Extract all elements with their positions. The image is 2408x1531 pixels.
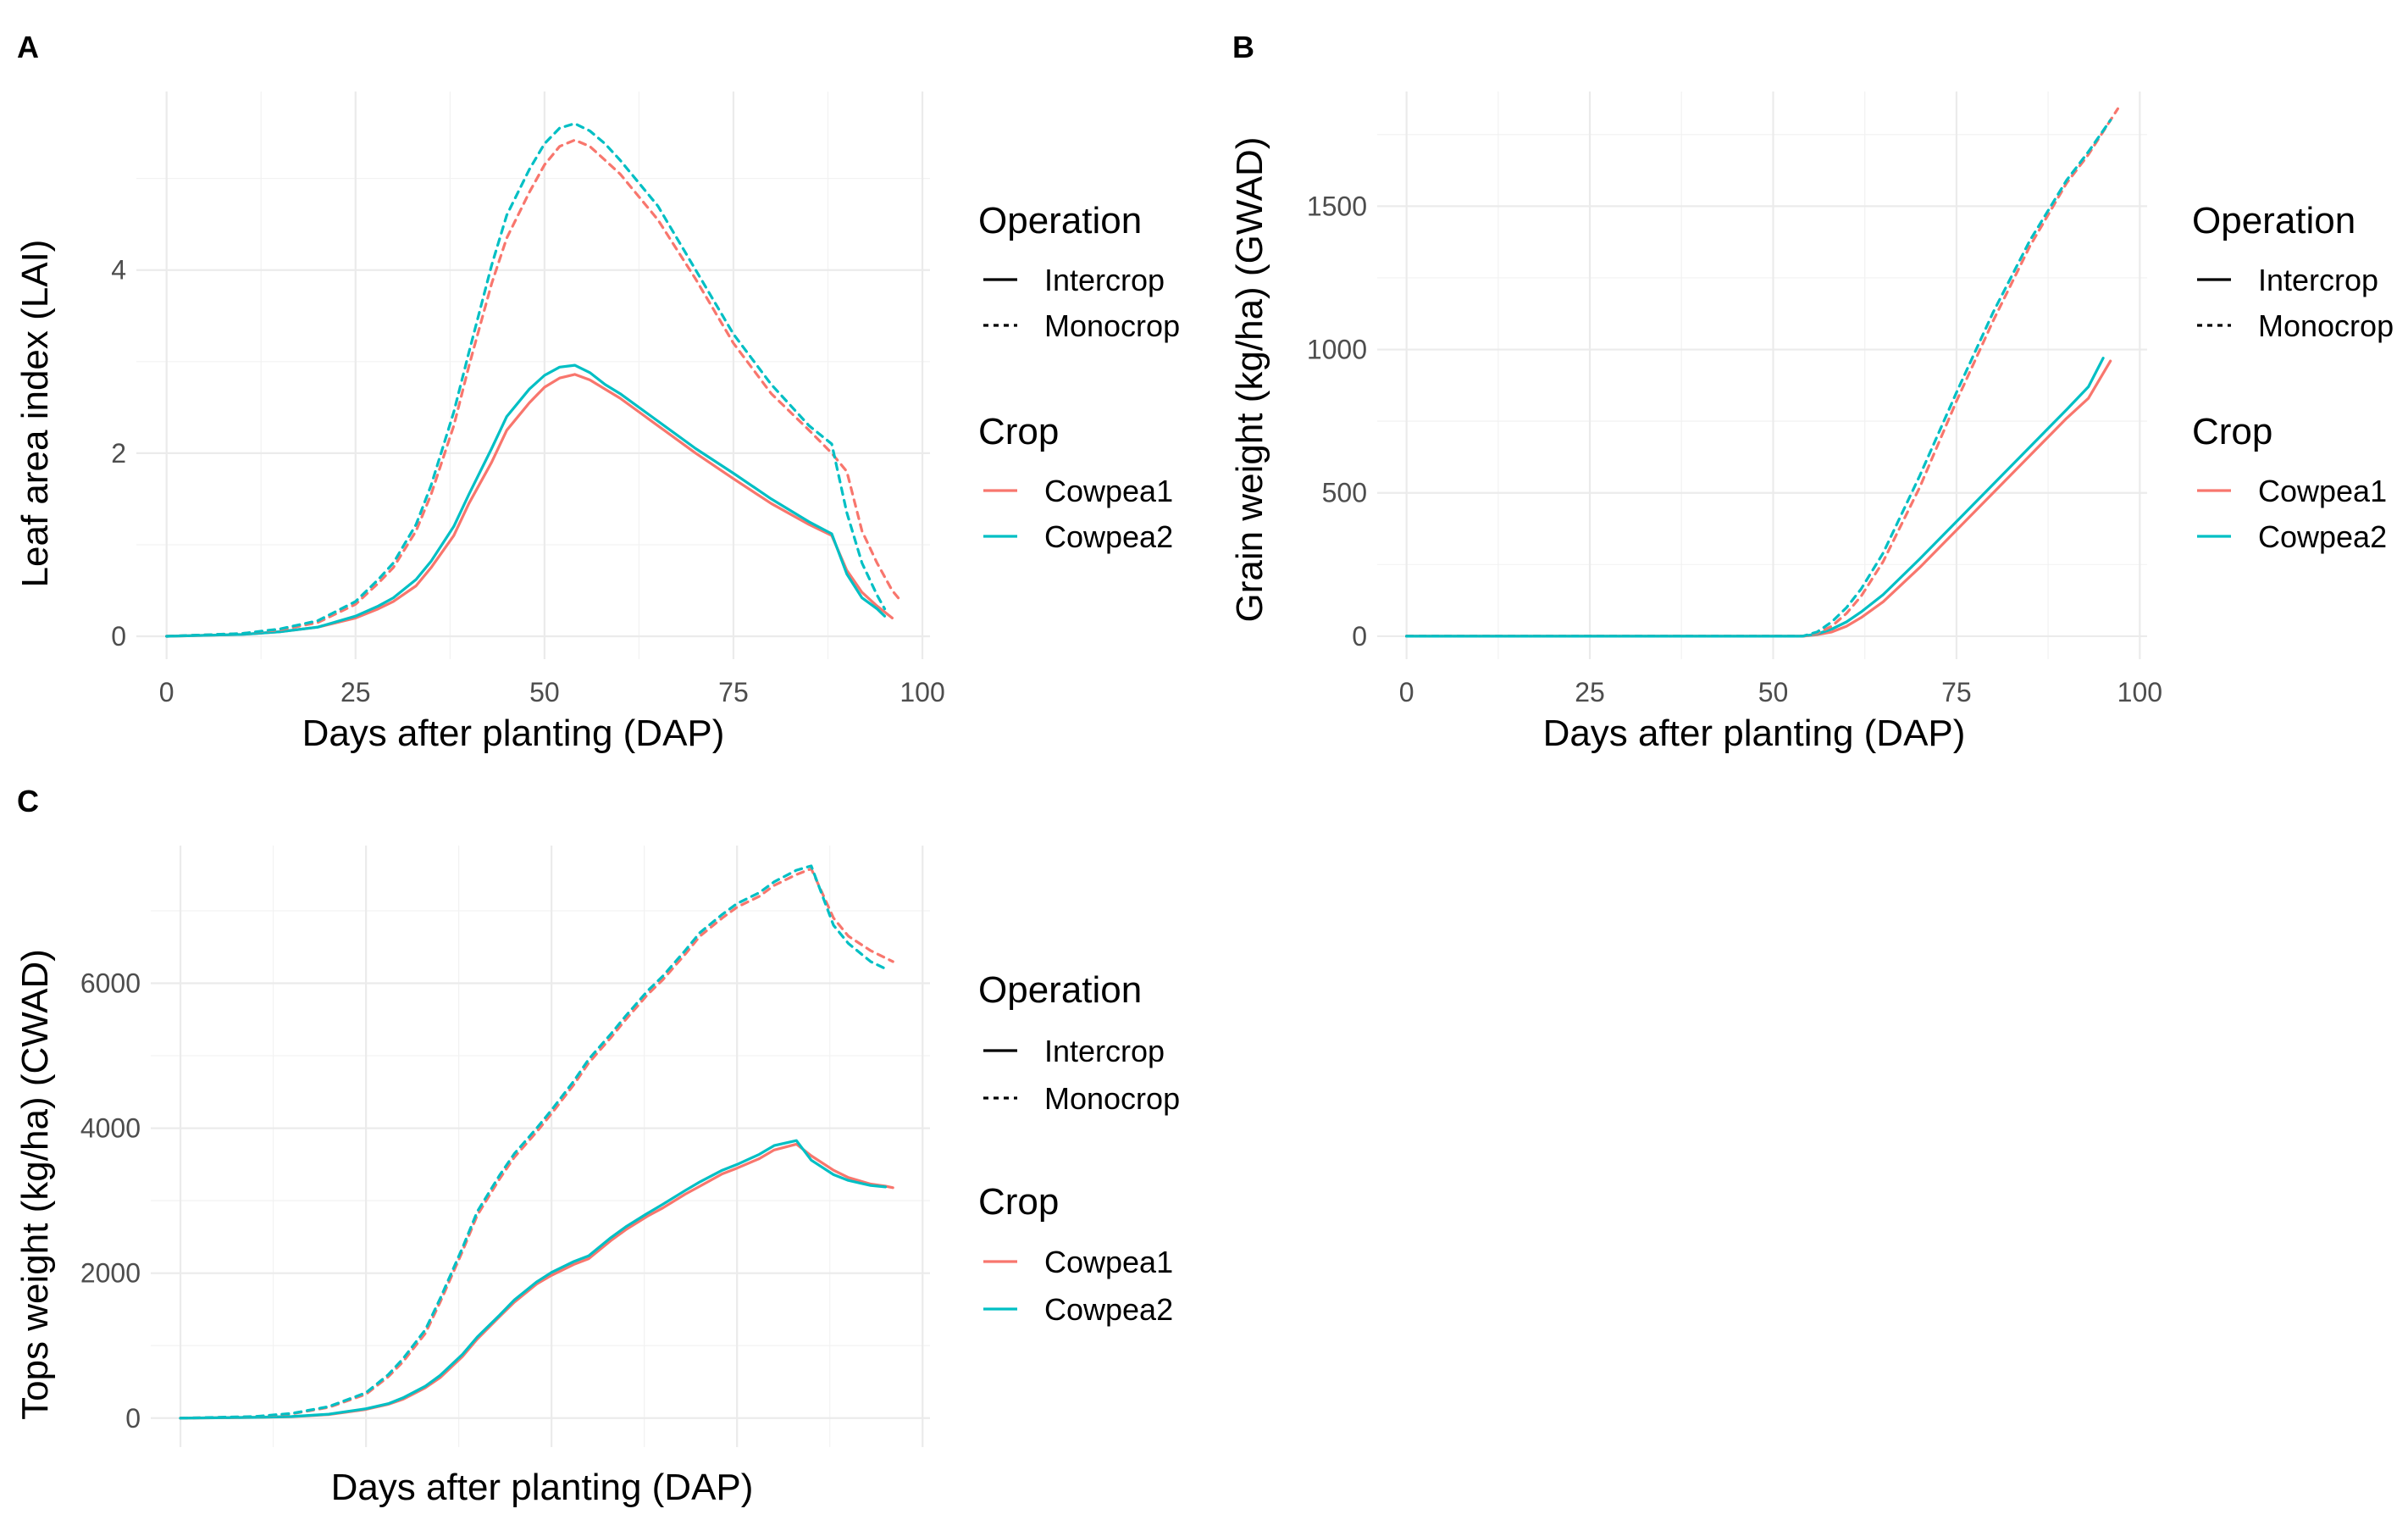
panel-b-series-cowpea2-intercrop	[1405, 357, 2105, 638]
intercrop-legend-label: Intercrop	[1044, 1034, 1165, 1068]
intercrop-legend-label: Intercrop	[2258, 263, 2378, 297]
panel-b-x-tick-label: 75	[1941, 677, 1972, 707]
panel-c-y-tick-label: 4000	[80, 1113, 141, 1144]
intercrop-legend-label: Intercrop	[1044, 263, 1165, 297]
cowpea1-legend-label: Cowpea1	[2258, 474, 2387, 508]
panel-b-series-cowpea1-monocrop	[1405, 107, 2119, 638]
panel-b-legend: Operation Intercrop Monocrop Crop Cowpea…	[2192, 200, 2394, 554]
panel-a-series-cowpea2-intercrop	[165, 363, 887, 638]
cowpea2-legend-label: Cowpea2	[2258, 519, 2387, 554]
panel-c-y-tick-label: 6000	[80, 968, 141, 999]
panel-a-lai-chart: 0 25 50 75 100 0 2 4	[111, 92, 945, 707]
panel-tag-c: C	[17, 784, 39, 818]
panel-b-x-tick-label: 0	[1399, 677, 1414, 707]
panel-b-x-tick-label: 100	[2117, 677, 2162, 707]
panel-b-x-axis-title: Days after planting (DAP)	[1543, 713, 1966, 754]
panel-b-x-tick-label: 25	[1575, 677, 1605, 707]
panel-c-y-tick-label: 2000	[80, 1258, 141, 1289]
panel-a-x-tick-label: 100	[900, 677, 944, 707]
panel-a-y-tick-label: 4	[111, 255, 126, 286]
monocrop-legend-label: Monocrop	[2258, 308, 2394, 343]
panel-a-series-cowpea1-intercrop	[165, 373, 894, 638]
panel-c-tops-weight-chart: 0 2000 4000 6000	[80, 846, 930, 1447]
operation-legend-title: Operation	[978, 200, 1142, 241]
panel-a-series-cowpea2-monocrop	[165, 122, 887, 638]
panel-b-y-tick-label: 0	[1352, 621, 1367, 652]
panel-a-x-axis-title: Days after planting (DAP)	[302, 713, 725, 754]
panel-b-y-tick-label: 500	[1322, 478, 1367, 508]
crop-legend-title: Crop	[978, 411, 1059, 452]
panel-a-y-tick-label: 0	[111, 621, 126, 652]
panel-tag-a: A	[17, 30, 39, 64]
panel-c-series-cowpea2-monocrop	[179, 864, 887, 1420]
panel-a-y-axis-title: Leaf area index (LAI)	[14, 240, 56, 588]
panel-c-y-tick-label: 0	[125, 1403, 141, 1434]
cowpea2-legend-label: Cowpea2	[1044, 1292, 1173, 1327]
panel-a-x-tick-label: 25	[340, 677, 371, 707]
panel-a-legend: Operation Intercrop Monocrop Crop Cowpea…	[978, 200, 1180, 554]
panel-b-series-cowpea1-intercrop	[1405, 359, 2112, 638]
panel-b-y-axis-title: Grain weight (kg/ha) (GWAD)	[1229, 137, 1270, 623]
panel-c-legend: Operation Intercrop Monocrop Crop Cowpea…	[978, 969, 1180, 1327]
panel-a-y-tick-label: 2	[111, 438, 126, 469]
cowpea2-legend-label: Cowpea2	[1044, 519, 1173, 554]
panel-a-series-cowpea1-monocrop	[165, 138, 901, 638]
panel-c-x-axis-title: Days after planting (DAP)	[331, 1467, 754, 1508]
cowpea1-legend-label: Cowpea1	[1044, 1245, 1173, 1279]
panel-a-x-tick-label: 50	[529, 677, 560, 707]
panel-b-y-tick-label: 1000	[1307, 335, 1367, 365]
operation-legend-title: Operation	[978, 969, 1142, 1011]
panel-tag-b: B	[1232, 30, 1254, 64]
monocrop-legend-label: Monocrop	[1044, 308, 1180, 343]
panel-c-y-axis-title: Tops weight (kg/ha) (CWAD)	[14, 949, 56, 1420]
panel-a-x-tick-label: 0	[159, 677, 174, 707]
crop-legend-title: Crop	[978, 1181, 1059, 1223]
panel-b-series-cowpea2-monocrop	[1405, 119, 2112, 638]
crop-legend-title: Crop	[2192, 411, 2272, 452]
panel-c-series-cowpea2-intercrop	[179, 1139, 887, 1420]
panel-b-x-tick-label: 50	[1758, 677, 1789, 707]
panel-c-series-cowpea1-monocrop	[179, 867, 894, 1420]
monocrop-legend-label: Monocrop	[1044, 1081, 1180, 1116]
panel-a-x-tick-label: 75	[718, 677, 749, 707]
cowpea1-legend-label: Cowpea1	[1044, 474, 1173, 508]
panel-b-y-tick-label: 1500	[1307, 191, 1367, 221]
operation-legend-title: Operation	[2192, 200, 2355, 241]
